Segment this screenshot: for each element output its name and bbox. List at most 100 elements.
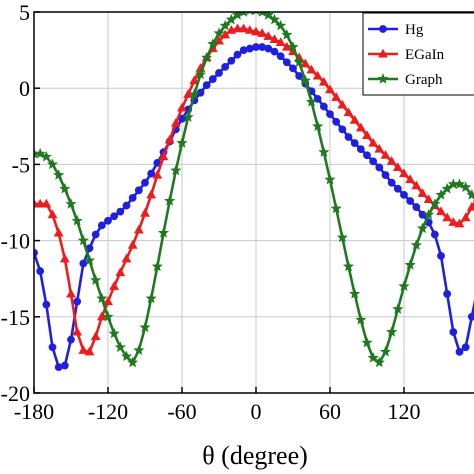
data-point-hg (406, 197, 415, 205)
data-point-graphene (342, 260, 355, 272)
data-point-egain (411, 180, 422, 190)
data-point-hg (412, 203, 421, 211)
data-point-egain (300, 58, 311, 68)
data-point-egain (220, 29, 231, 39)
data-point-egain (146, 189, 157, 199)
data-point-graphene (40, 150, 52, 162)
data-point-hg (60, 361, 69, 370)
data-point-egain (189, 75, 200, 85)
data-point-egain (355, 122, 366, 132)
data-point-graphene (305, 96, 318, 107)
data-point-graphene (318, 146, 330, 157)
data-point-egain (251, 26, 261, 36)
data-point-graphene (429, 198, 441, 209)
data-point-hg (430, 230, 439, 239)
y-tick-label: -10 (1, 229, 30, 254)
data-point-graphene (312, 120, 324, 132)
data-point-graphene (145, 292, 157, 304)
data-point-hg (282, 58, 291, 67)
data-point-hg (461, 343, 470, 352)
legend-item-egain: EGaIn (368, 47, 445, 63)
data-point-egain (325, 84, 335, 94)
data-point-hg (264, 44, 273, 53)
data-point-egain (466, 201, 474, 211)
data-point-egain (454, 218, 465, 228)
data-point-hg (467, 312, 474, 321)
x-axis-title: θ (degree) (202, 441, 308, 470)
data-point-hg (289, 64, 297, 73)
grid (33, 11, 474, 394)
data-point-egain (312, 70, 323, 80)
data-point-egain (103, 296, 113, 306)
data-point-egain (84, 346, 95, 356)
data-point-graphene (53, 169, 65, 180)
data-point-hg (381, 171, 390, 179)
data-point-graphene (96, 292, 108, 304)
data-point-egain (275, 37, 286, 47)
data-point-egain (244, 25, 255, 34)
data-point-hg (48, 343, 57, 352)
data-point-graphene (258, 12, 266, 17)
data-point-egain (72, 326, 83, 336)
data-point-graphene (367, 352, 379, 363)
data-point-graphene (460, 181, 472, 192)
data-point-egain (238, 23, 249, 33)
data-point-graphene (34, 147, 46, 159)
data-point-graphene (170, 164, 182, 176)
data-point-egain (34, 198, 39, 208)
data-point-hg (350, 139, 359, 147)
data-point-hg (122, 201, 131, 210)
data-point-egain (368, 137, 379, 147)
data-point-egain (337, 99, 348, 109)
data-point-hg (437, 251, 445, 260)
data-point-hg (400, 190, 408, 199)
x-tick-label: -180 (14, 399, 54, 424)
data-point-graphene (386, 326, 398, 337)
data-point-hg (79, 259, 88, 268)
data-point-egain (232, 23, 243, 33)
data-point-hg (221, 62, 230, 71)
data-point-graphene (157, 227, 170, 238)
data-point-hg (387, 178, 396, 187)
data-point-hg (363, 151, 371, 160)
data-point-graphene (213, 27, 225, 39)
y-tick-label: -5 (12, 152, 30, 177)
data-point-graphene (355, 314, 367, 325)
data-point-graphene (77, 234, 89, 246)
data-point-egain (386, 156, 397, 165)
data-point-hg (141, 178, 149, 187)
data-point-graphene (466, 189, 474, 200)
data-point-hg (91, 230, 100, 239)
data-point-graphene (281, 29, 293, 40)
data-point-hg (338, 125, 347, 134)
data-point-egain (41, 198, 52, 208)
data-point-graphene (120, 350, 133, 362)
legend-marker-graphene (377, 73, 389, 84)
data-point-hg (369, 157, 378, 166)
data-point-egain (47, 209, 58, 219)
data-point-egain (442, 212, 453, 222)
data-point-hg (332, 117, 341, 126)
data-point-graphene (373, 356, 385, 368)
data-point-hg (134, 186, 143, 195)
x-tick-label: 0 (251, 399, 262, 424)
data-point-hg (455, 347, 464, 356)
data-point-graphene (299, 74, 311, 86)
legend-marker-egain (378, 48, 388, 58)
data-point-egain (127, 239, 138, 249)
data-point-graphene (336, 231, 348, 243)
data-point-graphene (410, 239, 422, 250)
data-point-egain (78, 345, 89, 354)
data-point-graphene (194, 68, 207, 80)
data-point-hg (270, 47, 279, 56)
data-point-hg (227, 56, 236, 65)
y-tick-label: 5 (19, 0, 30, 25)
series-graphene (34, 12, 474, 368)
data-point-egain (331, 92, 342, 101)
data-point-graphene (207, 38, 219, 49)
data-point-egain (263, 31, 274, 40)
data-point-graphene (287, 41, 299, 52)
data-point-graphene (453, 178, 466, 189)
series-layer (34, 12, 474, 371)
data-point-graphene (398, 280, 410, 292)
